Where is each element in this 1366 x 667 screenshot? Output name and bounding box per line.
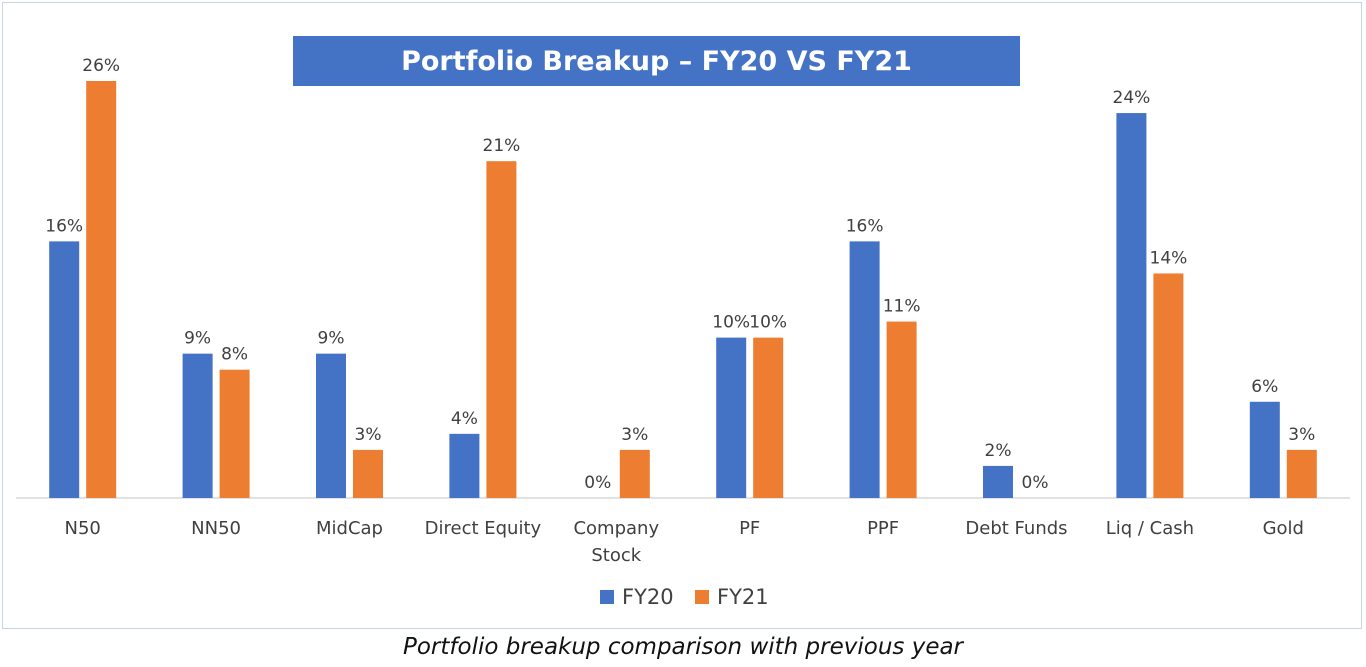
data-label-fy21: 10% [749, 313, 787, 333]
data-label-fy20: 6% [1251, 377, 1278, 397]
data-label-fy21: 3% [1288, 425, 1315, 445]
bar-fy21 [353, 449, 383, 498]
bar-fy21 [886, 321, 917, 498]
bar-fy21 [1286, 449, 1317, 498]
legend-swatch-fy21 [695, 590, 709, 604]
data-label-fy20: 0% [584, 473, 611, 493]
category-label: Liq / Cash [1106, 518, 1194, 539]
category-label: MidCap [316, 518, 383, 539]
legend-label-fy21: FY21 [717, 585, 769, 609]
data-label-fy21: 14% [1150, 248, 1188, 268]
bar-fy20 [983, 465, 1013, 498]
bar-fy21 [1153, 273, 1184, 498]
category-label: Company [573, 518, 659, 539]
bar-fy20 [182, 353, 213, 498]
data-label-fy21: 26% [82, 56, 120, 76]
data-label-fy21: 21% [483, 136, 521, 156]
category-label: PF [739, 518, 760, 539]
category-label: Stock [591, 545, 641, 566]
bar-fy21 [619, 449, 650, 498]
bar-fy21 [753, 337, 784, 498]
data-label-fy21: 3% [355, 425, 382, 445]
category-label: Debt Funds [965, 518, 1067, 539]
bar-fy20 [49, 241, 80, 498]
bar-fy20 [849, 241, 880, 498]
data-label-fy21: 11% [883, 297, 921, 317]
bar-fy20 [449, 433, 480, 498]
data-label-fy20: 16% [45, 216, 83, 236]
data-label-fy20: 9% [318, 329, 345, 349]
bar-fy21 [86, 81, 117, 498]
bar-fy21 [486, 161, 517, 498]
category-label: PPF [867, 518, 899, 539]
data-label-fy20: 4% [451, 409, 478, 429]
data-label-fy20: 10% [712, 313, 750, 333]
data-label-fy21: 8% [221, 345, 248, 365]
category-label: NN50 [191, 518, 241, 539]
category-label: N50 [65, 518, 101, 539]
data-label-fy21: 3% [621, 425, 648, 445]
legend-swatch-fy20 [600, 590, 614, 604]
bar-chart: 16% 26% N50 9% 8% NN50 9% 3% MidCap 4% 21% Direct E… [16, 56, 1350, 609]
data-label-fy21: 0% [1022, 473, 1049, 493]
data-label-fy20: 24% [1113, 88, 1151, 108]
data-label-fy20: 2% [985, 441, 1012, 461]
data-label-fy20: 16% [846, 216, 884, 236]
category-label: Gold [1263, 518, 1304, 539]
bar-fy20 [1249, 401, 1280, 498]
bar-fy20 [716, 337, 747, 498]
legend-label-fy20: FY20 [622, 585, 674, 609]
category-label: Direct Equity [425, 518, 542, 539]
bar-fy20 [316, 353, 346, 498]
bar-fy21 [219, 369, 250, 498]
data-label-fy20: 9% [184, 329, 211, 349]
chart-title: Portfolio Breakup – FY20 VS FY21 [293, 36, 1020, 86]
bar-fy20 [1116, 113, 1147, 499]
figure-caption: Portfolio breakup comparison with previo… [402, 634, 964, 660]
